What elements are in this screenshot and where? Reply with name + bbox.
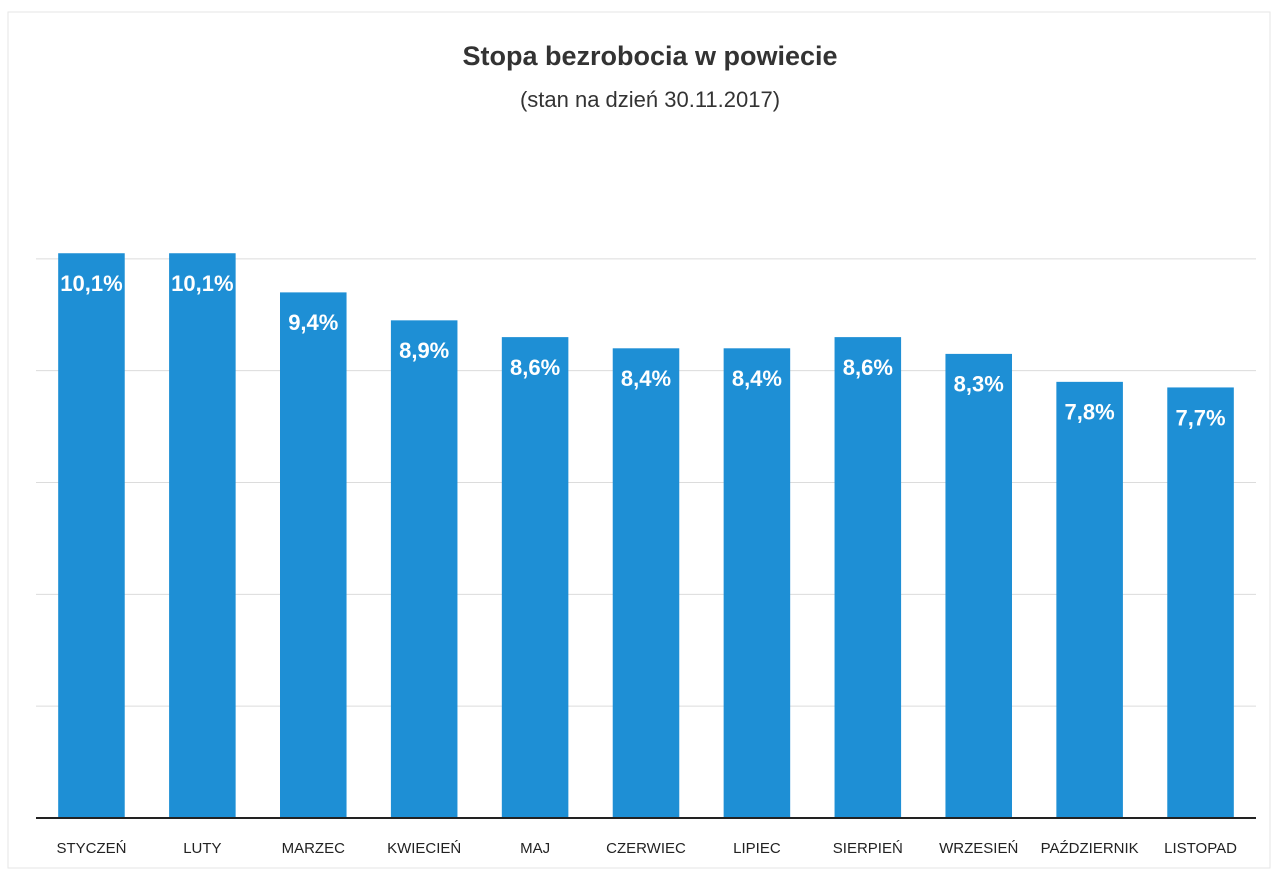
x-tick-label: MAJ — [520, 840, 550, 857]
value-label: 7,7% — [1175, 405, 1225, 430]
value-label: 7,8% — [1065, 400, 1115, 425]
bar — [723, 348, 791, 818]
bar — [169, 253, 236, 818]
bar — [501, 337, 569, 818]
bar — [390, 320, 458, 818]
bar — [1056, 381, 1123, 818]
value-label: 8,4% — [732, 366, 782, 391]
bar — [612, 348, 680, 818]
chart-title: Stopa bezrobocia w powiecie — [462, 41, 837, 71]
x-tick-label: KWIECIEŃ — [387, 840, 461, 857]
x-tick-label: WRZESIEŃ — [939, 840, 1018, 857]
value-label: 8,3% — [954, 372, 1004, 397]
value-label: 8,9% — [399, 338, 449, 363]
value-label: 8,4% — [621, 366, 671, 391]
bar — [834, 337, 902, 818]
bar — [945, 353, 1012, 818]
bar — [58, 253, 125, 818]
chart-frame — [7, 11, 1271, 869]
x-tick-label: MARZEC — [282, 840, 346, 857]
x-tick-label: LISTOPAD — [1164, 840, 1237, 857]
bar — [1167, 387, 1234, 818]
value-label: 8,6% — [510, 355, 560, 380]
x-tick-label: CZERWIEC — [606, 840, 686, 857]
bar — [280, 292, 347, 819]
x-tick-label: LIPIEC — [733, 840, 781, 857]
value-label: 8,6% — [843, 355, 893, 380]
chart-subtitle: (stan na dzień 30.11.2017) — [520, 87, 780, 112]
x-tick-label: LUTY — [183, 840, 221, 857]
value-label: 9,4% — [288, 310, 338, 335]
x-tick-label: PAŹDZIERNIK — [1041, 840, 1139, 857]
x-tick-label: STYCZEŃ — [56, 840, 126, 857]
value-label: 10,1% — [60, 271, 122, 296]
x-tick-label: SIERPIEŃ — [833, 840, 903, 857]
value-label: 10,1% — [171, 271, 233, 296]
